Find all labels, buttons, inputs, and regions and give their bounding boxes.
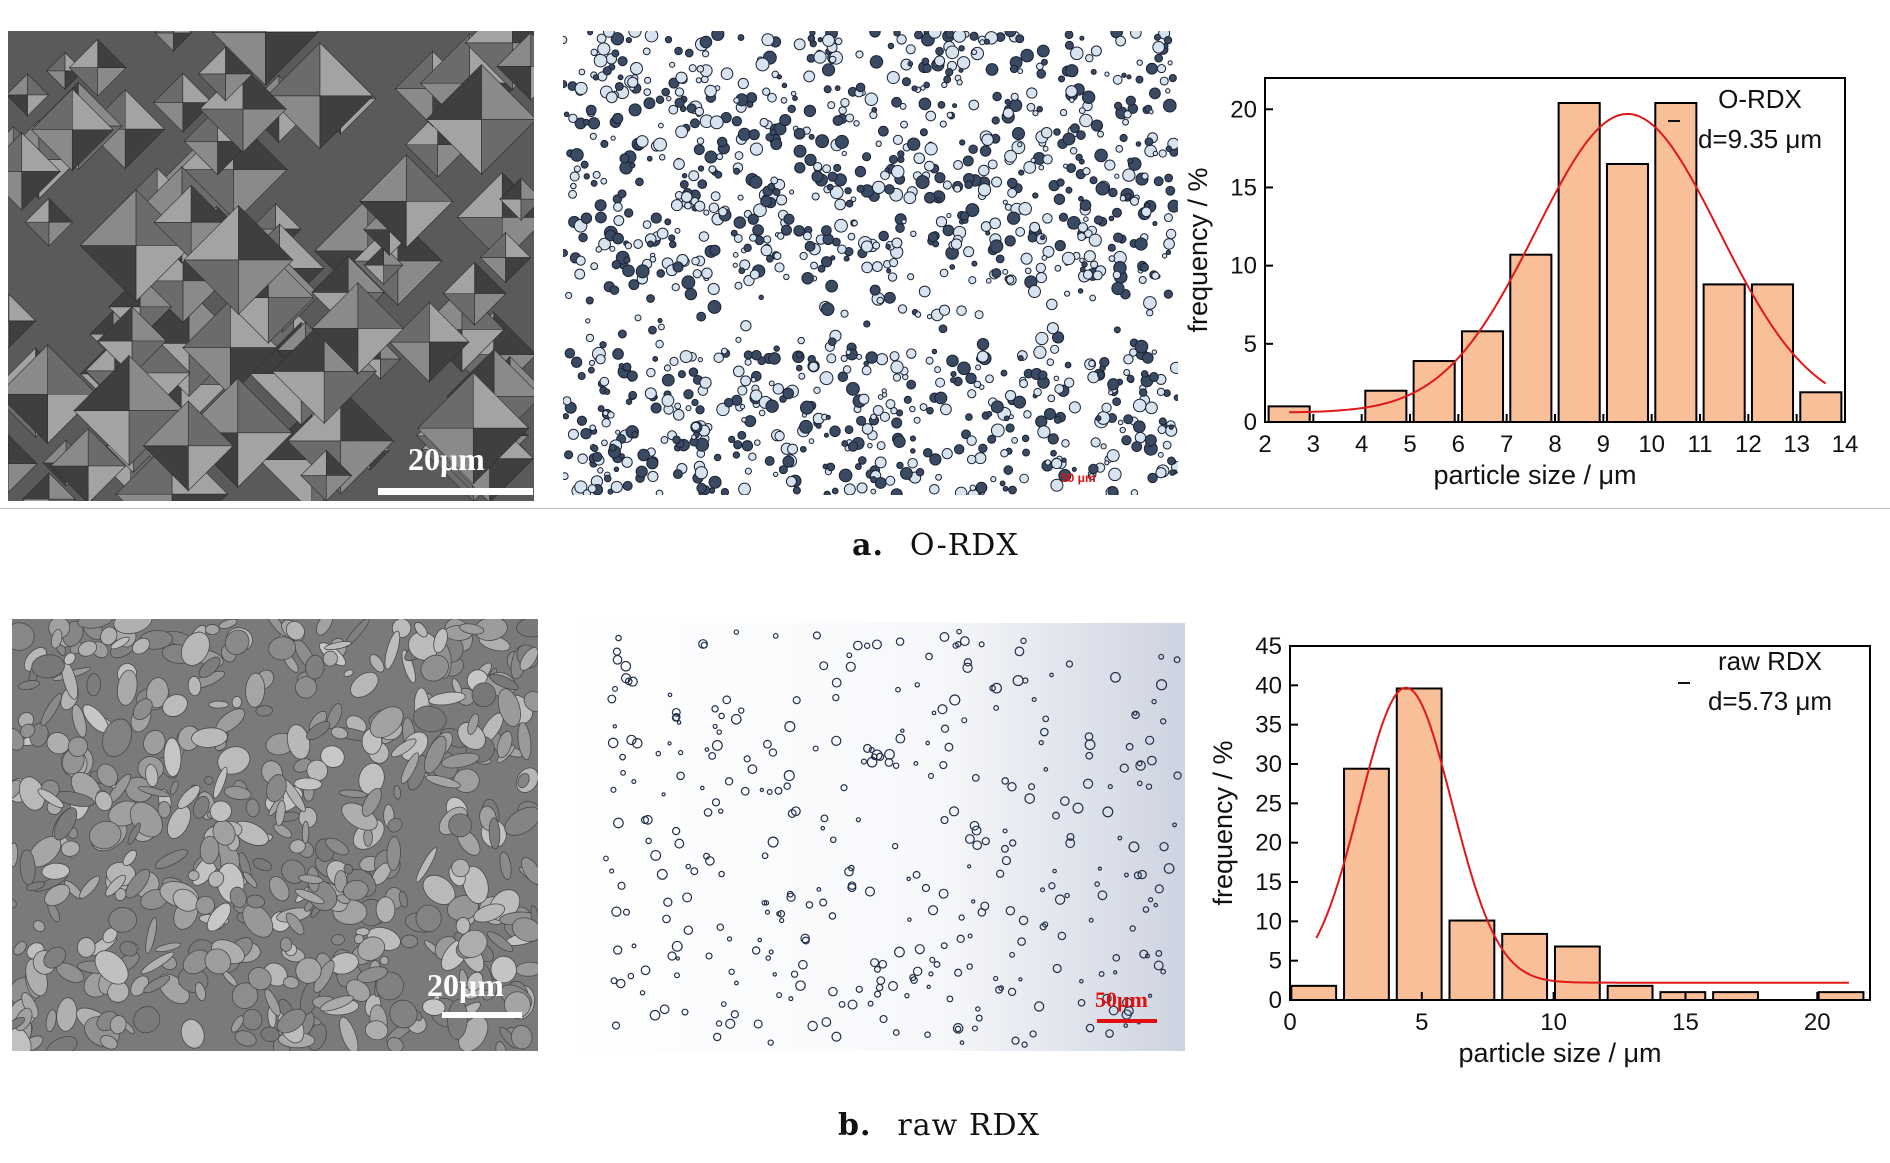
y-tick-label: 5 bbox=[1269, 948, 1282, 975]
x-tick-label: 9 bbox=[1597, 431, 1610, 458]
y-tick-label: 20 bbox=[1230, 96, 1257, 123]
caption-a-letter: a. bbox=[852, 528, 884, 563]
sem-scale-bar bbox=[378, 488, 533, 495]
y-tick-label: 20 bbox=[1255, 830, 1282, 857]
optical-image-o-rdx: 50 μm bbox=[563, 31, 1178, 495]
gaussian-fit-curve bbox=[1315, 686, 1849, 984]
y-tick-label: 0 bbox=[1244, 409, 1257, 436]
optical-scale-label: 50μm bbox=[1095, 987, 1148, 1012]
histogram-bar bbox=[1750, 283, 1795, 423]
y-tick-label: 35 bbox=[1255, 712, 1282, 739]
legend-mean-diameter: d=9.35 μm bbox=[1698, 124, 1822, 154]
histogram-bar bbox=[1509, 253, 1553, 423]
y-tick-label: 40 bbox=[1255, 672, 1282, 699]
optical-scale-bar bbox=[1097, 1019, 1157, 1023]
gaussian-fit-curve bbox=[1289, 112, 1827, 414]
histogram-bar bbox=[1799, 391, 1843, 424]
histogram-bar bbox=[1654, 102, 1698, 423]
histogram-bar bbox=[1702, 283, 1746, 423]
x-axis-label: particle size / μm bbox=[1458, 1038, 1661, 1068]
histogram-bar bbox=[1712, 991, 1759, 1001]
caption-a-text: O-RDX bbox=[909, 528, 1019, 563]
sem-scale-label: 20μm bbox=[427, 967, 504, 1003]
histogram-bar bbox=[1343, 767, 1390, 1001]
x-tick-label: 15 bbox=[1672, 1009, 1699, 1036]
optical-particles-sparse bbox=[565, 623, 1185, 1051]
x-tick-label: 12 bbox=[1735, 431, 1762, 458]
y-tick-label: 25 bbox=[1255, 790, 1282, 817]
optical-scale-label: 50 μm bbox=[1061, 471, 1096, 485]
histogram-bar bbox=[1557, 102, 1601, 423]
x-tick-label: 0 bbox=[1283, 1009, 1296, 1036]
y-axis-label: frequency / % bbox=[1185, 167, 1213, 332]
y-tick-label: 10 bbox=[1230, 253, 1257, 280]
caption-a: a. O-RDX bbox=[852, 528, 1019, 563]
sem-irregular-particles bbox=[12, 619, 538, 1051]
x-axis-label: particle size / μm bbox=[1433, 460, 1636, 490]
histogram-bar bbox=[1290, 984, 1338, 1001]
x-tick-label: 7 bbox=[1500, 431, 1513, 458]
x-tick-label: 11 bbox=[1688, 431, 1713, 458]
histogram-bar bbox=[1605, 163, 1650, 423]
y-tick-label: 5 bbox=[1244, 331, 1257, 358]
x-tick-label: 20 bbox=[1804, 1009, 1831, 1036]
y-tick-label: 45 bbox=[1255, 633, 1282, 660]
histogram-bar bbox=[1501, 932, 1549, 1002]
histogram-bar bbox=[1267, 405, 1311, 424]
y-tick-label: 15 bbox=[1230, 174, 1257, 201]
histogram-raw-rdx: 0 5 10 15 20 0 5 10 15 20 25 30 35 40 45 particle size … bbox=[1208, 633, 1871, 1068]
legend-title: raw RDX bbox=[1718, 646, 1822, 676]
caption-b-text: raw RDX bbox=[897, 1108, 1040, 1143]
x-tick-label: 5 bbox=[1403, 431, 1416, 458]
optical-image-raw-rdx: 50μm bbox=[565, 623, 1185, 1051]
histogram-bar bbox=[1448, 919, 1496, 1001]
sem-image-o-rdx: 20μm bbox=[8, 31, 534, 501]
y-tick-label: 10 bbox=[1255, 908, 1282, 935]
row-separator bbox=[0, 508, 1890, 509]
y-tick-label: 30 bbox=[1255, 751, 1282, 778]
x-tick-label: 2 bbox=[1258, 431, 1271, 458]
y-tick-label: 15 bbox=[1255, 869, 1282, 896]
x-tick-label: 6 bbox=[1452, 431, 1465, 458]
x-tick-label: 13 bbox=[1783, 431, 1810, 458]
legend-mean-diameter: d=5.73 μm bbox=[1708, 686, 1832, 716]
x-tick-label: 10 bbox=[1540, 1009, 1567, 1036]
histogram-bar bbox=[1553, 945, 1601, 1001]
legend-title: O-RDX bbox=[1718, 84, 1802, 114]
histogram-bar bbox=[1412, 360, 1456, 424]
caption-b: b. raw RDX bbox=[838, 1108, 1040, 1143]
x-tick-label: 8 bbox=[1548, 431, 1561, 458]
caption-b-letter: b. bbox=[838, 1108, 872, 1143]
x-tick-label: 4 bbox=[1355, 431, 1368, 458]
histogram-bar bbox=[1817, 991, 1865, 1001]
y-axis-label: frequency / % bbox=[1208, 740, 1238, 905]
histogram-o-rdx: 2 3 4 5 6 7 8 9 10 11 12 13 14 0 5 10 15 20 particle size … bbox=[1185, 77, 1859, 490]
histogram-bar bbox=[1460, 330, 1505, 423]
sem-image-raw-rdx: 20μm bbox=[12, 619, 538, 1051]
y-tick-label: 0 bbox=[1269, 987, 1282, 1014]
sem-scale-bar bbox=[442, 1012, 522, 1018]
optical-particles-dense bbox=[563, 31, 1178, 495]
x-tick-label: 10 bbox=[1638, 431, 1665, 458]
plot-frame bbox=[1289, 645, 1871, 1001]
sem-octahedral-crystals bbox=[8, 31, 534, 501]
x-tick-label: 3 bbox=[1307, 431, 1320, 458]
histogram-bar bbox=[1659, 991, 1707, 1001]
x-tick-label: 14 bbox=[1832, 431, 1859, 458]
histogram-bar bbox=[1395, 687, 1443, 1001]
x-tick-label: 5 bbox=[1415, 1009, 1428, 1036]
histogram-bar bbox=[1606, 984, 1654, 1001]
sem-scale-label: 20μm bbox=[408, 441, 485, 477]
